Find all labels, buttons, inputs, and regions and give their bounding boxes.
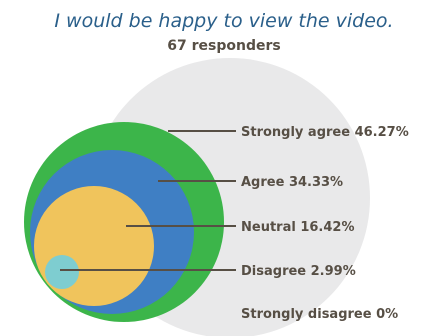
label-strongly-disagree: Strongly disagree 0% xyxy=(241,307,398,322)
label-disagree: Disagree 2.99% xyxy=(241,264,356,279)
circle-disagree xyxy=(45,255,79,289)
chart-subtitle: 67 responders xyxy=(167,38,281,54)
label-agree: Agree 34.33% xyxy=(241,175,343,190)
chart-title: I would be happy to view the video. xyxy=(54,10,394,32)
label-neutral: Neutral 16.42% xyxy=(241,220,354,235)
label-strongly-agree: Strongly agree 46.27% xyxy=(241,125,409,140)
circle-neutral xyxy=(34,186,154,306)
